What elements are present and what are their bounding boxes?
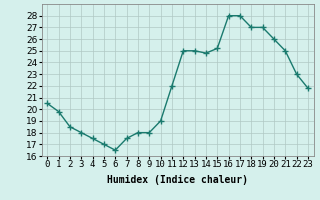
X-axis label: Humidex (Indice chaleur): Humidex (Indice chaleur): [107, 175, 248, 185]
